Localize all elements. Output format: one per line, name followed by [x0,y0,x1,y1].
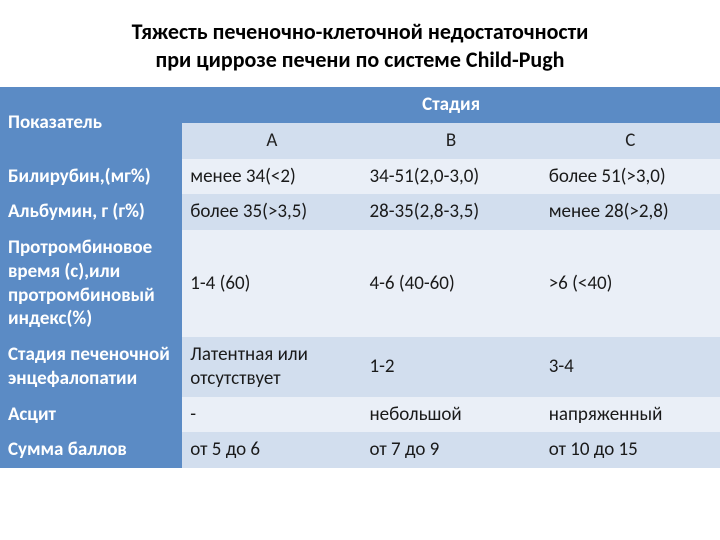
cell: более 51(>3,0) [541,159,720,195]
title-line-1: Тяжесть печеночно-клеточной недостаточно… [132,18,589,45]
stage-col-a: A [182,123,361,159]
table-row: Стадия печеночной энцефалопатии Латентна… [0,337,720,397]
row-label: Альбумин, г (г%) [0,194,182,230]
table-row: Билирубин,(мг%) менее 34(<2) 34-51(2,0-3… [0,159,720,195]
cell: Латентная или отсутствует [182,337,361,397]
table-row: Альбумин, г (г%) более 35(>3,5) 28-35(2,… [0,194,720,230]
row-label: Билирубин,(мг%) [0,159,182,195]
param-header: Показатель [0,87,182,159]
table-row: Асцит - небольшой напряженный [0,397,720,433]
title-line-2: при циррозе печени по системе Child-Pugh [156,46,565,73]
cell: небольшой [361,397,540,433]
cell: - [182,397,361,433]
cell: >6 (<40) [541,230,720,337]
stage-header: Стадия [182,87,720,123]
cell: 28-35(2,8-3,5) [361,194,540,230]
cell: от 5 до 6 [182,432,361,468]
cell: 34-51(2,0-3,0) [361,159,540,195]
cell: менее 34(<2) [182,159,361,195]
stage-col-c: C [541,123,720,159]
cell: более 35(>3,5) [182,194,361,230]
cell: 1-4 (60) [182,230,361,337]
cell: 3-4 [541,337,720,397]
slide: Тяжесть печеночно-клеточной недостаточно… [0,0,720,540]
cell: от 10 до 15 [541,432,720,468]
child-pugh-table: Показатель Стадия A B C Билирубин,(мг%) … [0,87,720,468]
table-row: Сумма баллов от 5 до 6 от 7 до 9 от 10 д… [0,432,720,468]
cell: менее 28(>2,8) [541,194,720,230]
stage-col-b: B [361,123,540,159]
page-title: Тяжесть печеночно-клеточной недостаточно… [0,18,720,87]
table-row: Протромбиновое время (с),или протромбино… [0,230,720,337]
table-header-row-1: Показатель Стадия [0,87,720,123]
row-label: Асцит [0,397,182,433]
row-label: Стадия печеночной энцефалопатии [0,337,182,397]
cell: 1-2 [361,337,540,397]
row-label: Сумма баллов [0,432,182,468]
cell: напряженный [541,397,720,433]
cell: от 7 до 9 [361,432,540,468]
row-label: Протромбиновое время (с),или протромбино… [0,230,182,337]
cell: 4-6 (40-60) [361,230,540,337]
